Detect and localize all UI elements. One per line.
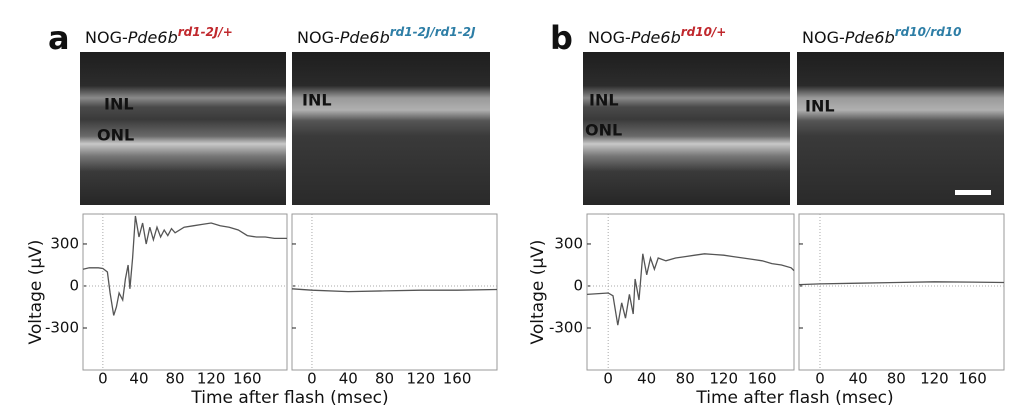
x-tick-label: 120 — [920, 370, 949, 388]
genotype-label: NOG-Pde6brd1-2J/rd1-2J — [297, 25, 476, 47]
x-tick-label: 40 — [339, 370, 358, 388]
x-tick-label: 0 — [603, 370, 613, 388]
y-tick-label: 0 — [69, 276, 79, 294]
label-part: NOG- — [85, 28, 128, 47]
oct-image — [797, 52, 1004, 205]
y-tick-label: -300 — [45, 318, 79, 336]
x-tick-label: 0 — [815, 370, 825, 388]
label-part: Pde6b — [340, 28, 390, 47]
oct-image — [292, 52, 490, 205]
layer-label: INL — [104, 95, 134, 114]
x-tick-label: 40 — [129, 370, 148, 388]
x-tick-label: 80 — [676, 370, 695, 388]
x-tick-label: 0 — [98, 370, 108, 388]
label-part: Pde6b — [128, 28, 178, 47]
scale-bar — [955, 190, 991, 195]
oct-image — [80, 52, 286, 205]
y-tick-label: 300 — [554, 234, 583, 252]
x-axis-label: Time after flash (msec) — [695, 388, 893, 408]
y-tick-label: -300 — [549, 318, 583, 336]
erg-trace — [798, 281, 1005, 286]
x-tick-label: 80 — [887, 370, 906, 388]
plot-frame — [291, 213, 498, 371]
panel-letter: b — [550, 19, 573, 57]
erg-trace — [586, 253, 795, 326]
y-tick-label: 300 — [50, 234, 79, 252]
x-tick-label: 120 — [709, 370, 738, 388]
layer-label: INL — [589, 91, 619, 110]
genotype-label: NOG-Pde6brd10/+ — [588, 25, 726, 47]
x-tick-label: 160 — [748, 370, 777, 388]
y-axis-label: Voltage (μV) — [26, 240, 46, 345]
panel-letter: a — [48, 19, 70, 57]
erg-trace — [291, 288, 498, 293]
label-part: Pde6b — [845, 28, 895, 47]
x-tick-label: 160 — [443, 370, 472, 388]
label-part: NOG- — [588, 28, 631, 47]
y-tick-label: 0 — [573, 276, 583, 294]
label-part: NOG- — [297, 28, 340, 47]
layer-label: INL — [805, 97, 835, 116]
x-tick-label: 80 — [166, 370, 185, 388]
x-axis-label: Time after flash (msec) — [190, 388, 388, 408]
erg-trace — [82, 215, 287, 316]
layer-label: ONL — [97, 126, 134, 145]
genotype-label: NOG-Pde6brd1-2J/+ — [85, 25, 233, 47]
layer-label: INL — [302, 91, 332, 110]
x-tick-label: 40 — [637, 370, 656, 388]
label-part: rd10/+ — [681, 25, 727, 39]
x-tick-label: 160 — [233, 370, 262, 388]
x-tick-label: 0 — [307, 370, 317, 388]
label-part: rd1-2J/+ — [178, 25, 233, 39]
label-part: rd10/rd10 — [895, 25, 962, 39]
plot-frame — [798, 213, 1005, 371]
genotype-label: NOG-Pde6brd10/rd10 — [802, 25, 962, 47]
x-tick-label: 160 — [958, 370, 987, 388]
plot-frame — [82, 213, 288, 371]
x-tick-label: 120 — [197, 370, 226, 388]
layer-label: ONL — [585, 121, 622, 140]
x-tick-label: 120 — [406, 370, 435, 388]
y-axis-label: Voltage (μV) — [528, 240, 548, 345]
x-tick-label: 80 — [375, 370, 394, 388]
label-part: rd1-2J/rd1-2J — [390, 25, 476, 39]
label-part: NOG- — [802, 28, 845, 47]
plot-frame — [586, 213, 795, 371]
label-part: Pde6b — [631, 28, 681, 47]
x-tick-label: 40 — [849, 370, 868, 388]
oct-image — [583, 52, 790, 205]
